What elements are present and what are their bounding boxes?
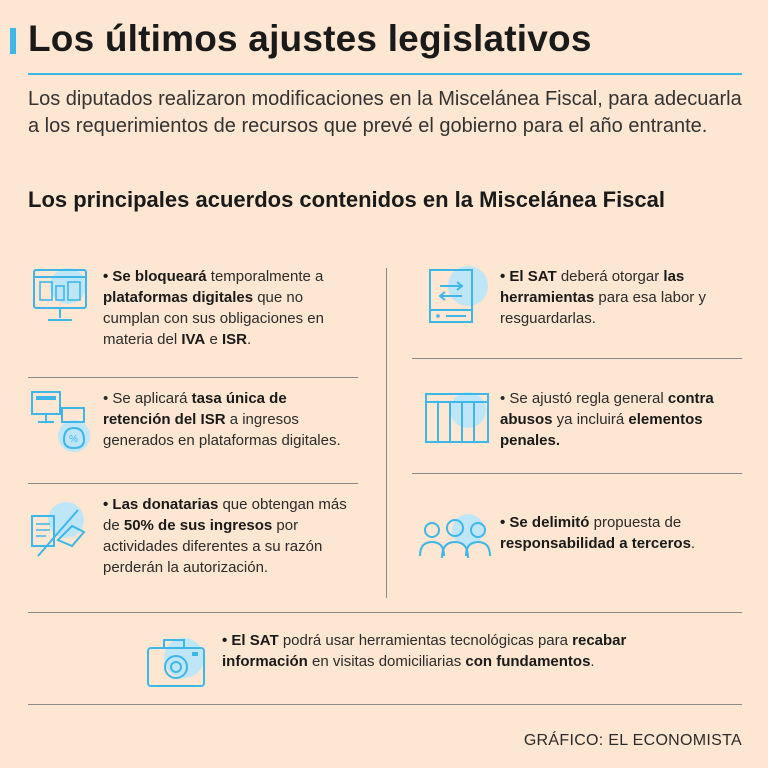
column-divider — [386, 268, 387, 598]
camera-icon — [147, 638, 205, 687]
computer-money-bag-icon: % — [31, 391, 90, 452]
item-plataformas: • Se bloqueará temporalmente a plataform… — [103, 268, 324, 348]
row-divider — [412, 473, 742, 474]
server-transfer-icon — [429, 266, 488, 323]
svg-text:%: % — [69, 434, 78, 445]
item-abusos: • Se ajustó regla general contra abusos … — [500, 390, 714, 449]
intro-text: Los diputados realizaron modificaciones … — [28, 88, 742, 137]
graphic-credit: GRÁFICO: EL ECONOMISTA — [523, 732, 742, 749]
item-tasa: • Se aplicará tasa única de retención de… — [103, 390, 341, 449]
section-subtitle: Los principales acuerdos contenidos en l… — [28, 187, 666, 212]
people-group-icon — [419, 514, 491, 559]
monitor-icon — [33, 268, 87, 321]
title-accent-bar — [10, 28, 16, 54]
item-sat-herramientas: • El SAT deberá otorgar las herramientas… — [500, 268, 706, 327]
handshake-document-icon — [31, 502, 86, 557]
row-divider — [28, 704, 742, 705]
prison-bars-icon — [425, 392, 489, 443]
title-divider — [28, 73, 742, 75]
row-divider — [412, 358, 742, 359]
item-visitas: • El SAT podrá usar herramientas tecnoló… — [222, 632, 627, 670]
row-divider — [28, 377, 358, 378]
item-terceros: • Se delimitó propuesta de responsabilid… — [500, 514, 696, 552]
page-title: Los últimos ajustes legislativos — [28, 18, 592, 59]
item-donatarias: • Las donatarias que obtengan más de 50%… — [103, 496, 347, 576]
row-divider — [28, 483, 358, 484]
row-divider — [28, 612, 742, 613]
